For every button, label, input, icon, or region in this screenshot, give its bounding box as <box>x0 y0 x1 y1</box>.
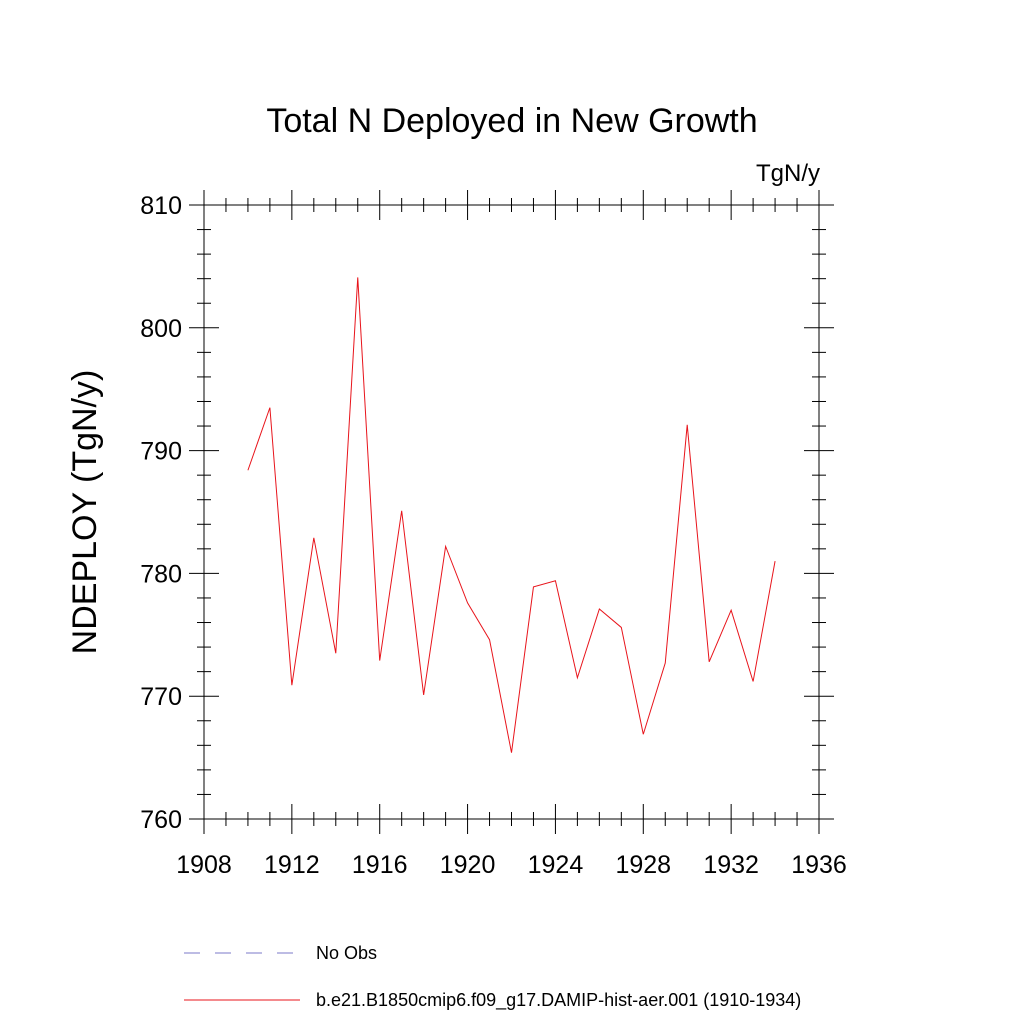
y-tick-label: 770 <box>140 683 182 711</box>
plot-frame <box>203 204 820 820</box>
series-group <box>247 277 776 753</box>
axis-ticks <box>189 190 834 834</box>
x-tick-label: 1912 <box>264 851 320 879</box>
x-tick-label: 1936 <box>791 851 847 879</box>
x-tick-label: 1916 <box>352 851 408 879</box>
series-line <box>247 277 776 753</box>
x-tick-label: 1928 <box>615 851 671 879</box>
y-tick-label: 780 <box>140 560 182 588</box>
units-label: TgN/y <box>756 160 820 187</box>
legend-label-series: b.e21.B1850cmip6.f09_g17.DAMIP-hist-aer.… <box>316 990 801 1011</box>
chart-title: Total N Deployed in New Growth <box>266 102 757 140</box>
y-axis-label: NDEPLOY (TgN/y) <box>66 370 104 655</box>
x-tick-label: 1908 <box>176 851 232 879</box>
legend-label-no-obs: No Obs <box>316 943 377 963</box>
y-tick-label: 760 <box>140 806 182 834</box>
legend: No Obs b.e21.B1850cmip6.f09_g17.DAMIP-hi… <box>184 943 801 1011</box>
tick-labels: 760 770 780 790 800 810 1908 1912 1916 1920 1924 19… <box>140 192 847 879</box>
x-tick-label: 1920 <box>440 851 496 879</box>
y-tick-label: 800 <box>140 315 182 343</box>
x-tick-label: 1932 <box>703 851 759 879</box>
y-tick-label: 810 <box>140 192 182 220</box>
x-tick-label: 1924 <box>528 851 584 879</box>
y-tick-label: 790 <box>140 438 182 466</box>
